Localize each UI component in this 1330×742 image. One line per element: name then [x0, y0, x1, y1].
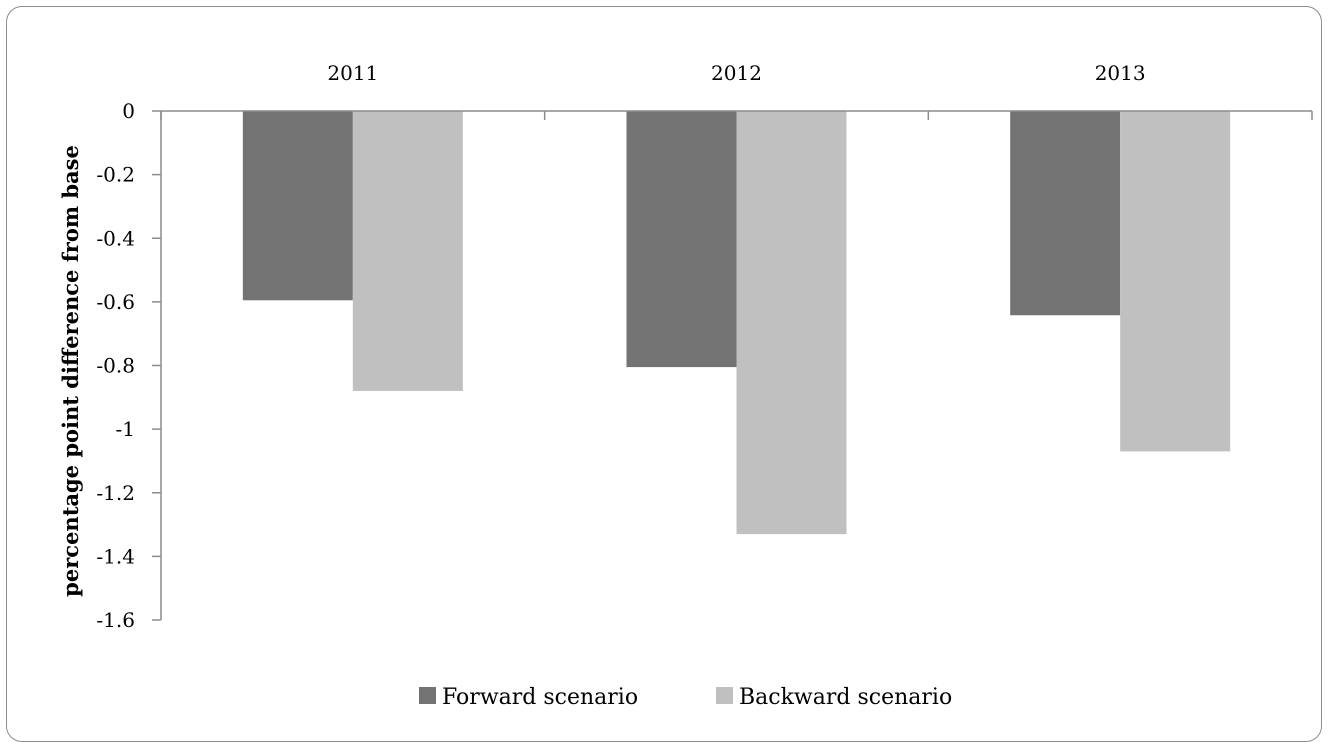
legend-label-forward-scenario: Forward scenario: [442, 685, 638, 710]
legend: Forward scenario Backward scenario: [419, 685, 952, 710]
bar-backward-scenario-2013: [1120, 111, 1231, 452]
y-tick-label: 0: [122, 99, 135, 123]
y-axis-label: percentage point difference from base: [58, 145, 83, 597]
category-label-2011: 2011: [327, 61, 378, 85]
bar-backward-scenario-2012: [736, 111, 847, 535]
bar-backward-scenario-2011: [352, 111, 463, 391]
legend-label-backward-scenario: Backward scenario: [739, 685, 952, 710]
y-tick-label: -1.6: [96, 608, 135, 632]
category-label-2013: 2013: [1095, 61, 1146, 85]
y-ticks-group: 0 -0.2 -0.4 -0.6 -0.8 -1 -1.2 -1.4 -1.6: [96, 99, 161, 632]
category-labels-group: 2011 2012 2013: [327, 61, 1145, 85]
category-label-2012: 2012: [711, 61, 762, 85]
bar-forward-scenario-2011: [242, 111, 353, 301]
y-tick-label: -0.4: [96, 226, 135, 250]
y-tick-label: -1.2: [96, 481, 135, 505]
y-tick-label: -0.6: [96, 290, 135, 314]
y-tick-label: -0.2: [96, 163, 135, 187]
y-tick-label: -1.4: [96, 544, 135, 568]
bars-group: [242, 111, 1231, 535]
legend-swatch-forward-scenario: [419, 687, 436, 704]
bar-forward-scenario-2013: [1010, 111, 1121, 316]
bar-forward-scenario-2012: [626, 111, 737, 368]
y-tick-label: -1: [116, 417, 135, 441]
y-tick-label: -0.8: [96, 354, 135, 378]
legend-swatch-backward-scenario: [716, 687, 733, 704]
